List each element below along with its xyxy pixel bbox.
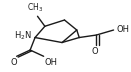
Text: O: O [11,58,18,67]
Text: OH: OH [116,25,129,34]
Text: O: O [92,47,99,56]
Text: CH$_3$: CH$_3$ [27,1,43,14]
Text: H$_2$N: H$_2$N [13,29,31,42]
Text: OH: OH [45,58,58,67]
